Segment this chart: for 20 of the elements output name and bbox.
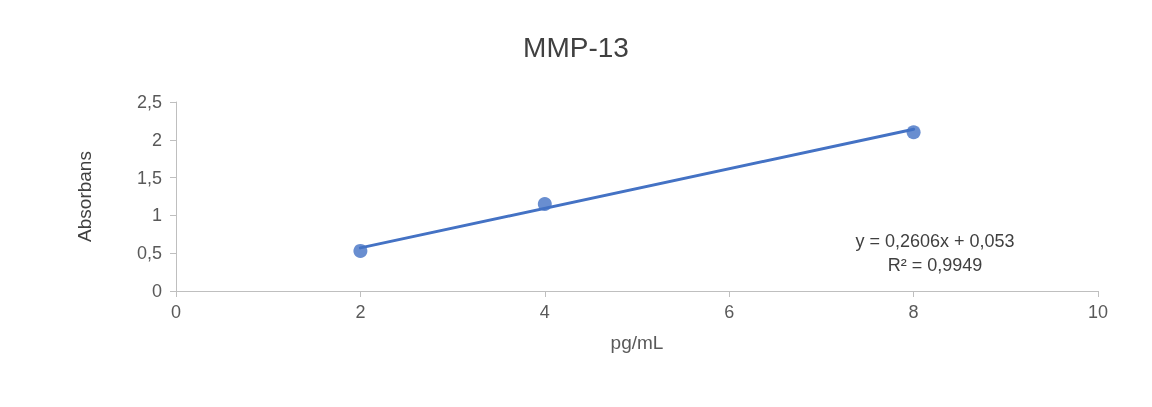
y-tick-label: 2,5	[136, 92, 162, 112]
y-axis-title: Absorbans	[74, 151, 95, 242]
annotation: R² = 0,9949	[887, 255, 983, 275]
x-tick-label: 10	[1087, 302, 1109, 322]
point	[537, 197, 552, 212]
x-tick-label: 8	[908, 302, 919, 322]
x-axis-title: pg/mL	[610, 332, 664, 353]
x-tick-label: 6	[724, 302, 735, 322]
y-tick-label: 1	[151, 205, 162, 226]
x-tick-label: 4	[539, 302, 550, 322]
point	[906, 125, 921, 140]
x-tick-label: 2	[355, 302, 366, 322]
point	[353, 243, 368, 258]
y-tick-label: 0	[151, 281, 162, 301]
x-tick-label: 0	[170, 302, 182, 322]
annotation: y = 0,2606x + 0,053	[855, 231, 1015, 251]
chart-title: MMP-13	[523, 31, 629, 63]
y-tick-label: 0,5	[136, 243, 162, 264]
y-tick-label: 1,5	[136, 167, 162, 188]
y-tick-label: 2	[151, 129, 162, 150]
